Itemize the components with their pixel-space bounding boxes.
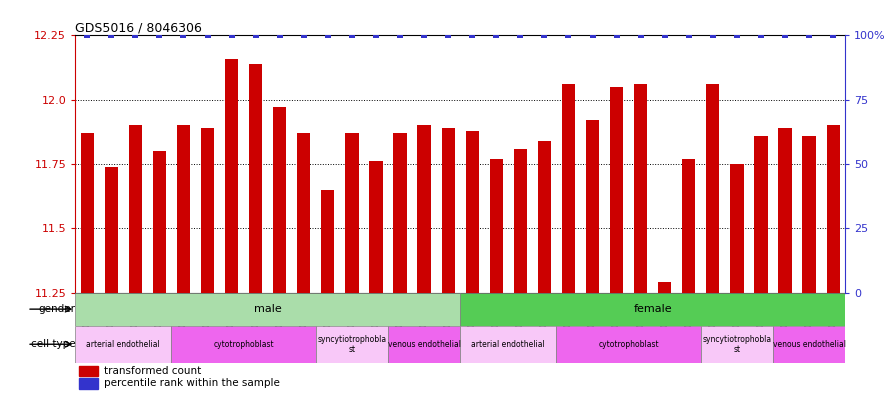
Point bbox=[610, 32, 624, 39]
Bar bbox=[128, 125, 142, 293]
Point bbox=[152, 32, 166, 39]
Point bbox=[705, 32, 720, 39]
Text: arterial endothelial: arterial endothelial bbox=[472, 340, 545, 349]
Bar bbox=[79, 366, 98, 376]
Point bbox=[658, 32, 672, 39]
Bar bbox=[104, 167, 118, 293]
Bar bbox=[225, 59, 238, 293]
Bar bbox=[610, 87, 623, 293]
Point bbox=[273, 32, 287, 39]
Bar bbox=[75, 325, 172, 363]
Bar bbox=[634, 84, 647, 293]
Point bbox=[345, 32, 359, 39]
Bar bbox=[754, 136, 767, 293]
Bar bbox=[658, 283, 672, 293]
Bar bbox=[442, 128, 455, 293]
Point bbox=[634, 32, 648, 39]
Point bbox=[802, 32, 816, 39]
Text: cytotrophoblast: cytotrophoblast bbox=[598, 340, 659, 349]
Point bbox=[225, 32, 239, 39]
Text: cell type: cell type bbox=[31, 339, 75, 349]
Text: cytotrophoblast: cytotrophoblast bbox=[213, 340, 274, 349]
Bar bbox=[827, 125, 840, 293]
Bar bbox=[586, 120, 599, 293]
Bar bbox=[513, 149, 527, 293]
Text: GDS5016 / 8046306: GDS5016 / 8046306 bbox=[75, 21, 202, 34]
Point bbox=[417, 32, 431, 39]
Bar bbox=[345, 133, 358, 293]
Point bbox=[441, 32, 455, 39]
Bar bbox=[682, 159, 696, 293]
Point bbox=[176, 32, 190, 39]
Bar bbox=[79, 378, 98, 389]
Text: syncytiotrophobla
st: syncytiotrophobla st bbox=[318, 334, 387, 354]
Point bbox=[249, 32, 263, 39]
Bar bbox=[177, 125, 190, 293]
Bar bbox=[153, 151, 166, 293]
Bar bbox=[316, 325, 388, 363]
Point bbox=[369, 32, 383, 39]
Point bbox=[826, 32, 840, 39]
Point bbox=[561, 32, 575, 39]
Bar bbox=[418, 125, 431, 293]
Bar bbox=[249, 64, 262, 293]
Point bbox=[128, 32, 142, 39]
Bar bbox=[81, 133, 94, 293]
Bar bbox=[388, 325, 460, 363]
Point bbox=[320, 32, 335, 39]
Bar bbox=[460, 325, 557, 363]
Point bbox=[537, 32, 551, 39]
Point bbox=[466, 32, 480, 39]
Bar bbox=[706, 84, 720, 293]
Text: percentile rank within the sample: percentile rank within the sample bbox=[104, 378, 281, 388]
Bar bbox=[557, 325, 701, 363]
Point bbox=[296, 32, 311, 39]
Text: syncytiotrophobla
st: syncytiotrophobla st bbox=[703, 334, 772, 354]
Bar bbox=[562, 84, 575, 293]
Text: venous endothelial: venous endothelial bbox=[388, 340, 460, 349]
Point bbox=[586, 32, 600, 39]
Bar bbox=[273, 107, 287, 293]
Bar bbox=[730, 164, 743, 293]
Bar bbox=[779, 128, 792, 293]
Bar bbox=[369, 162, 382, 293]
Text: transformed count: transformed count bbox=[104, 366, 202, 376]
Text: venous endothelial: venous endothelial bbox=[773, 340, 845, 349]
Point bbox=[489, 32, 504, 39]
Point bbox=[513, 32, 527, 39]
Bar bbox=[75, 293, 460, 325]
Bar bbox=[803, 136, 816, 293]
Point bbox=[81, 32, 95, 39]
Text: male: male bbox=[254, 304, 281, 314]
Bar bbox=[394, 133, 407, 293]
Bar bbox=[773, 325, 845, 363]
Bar bbox=[460, 293, 845, 325]
Bar bbox=[701, 325, 773, 363]
Point bbox=[393, 32, 407, 39]
Point bbox=[778, 32, 792, 39]
Bar bbox=[297, 133, 311, 293]
Bar bbox=[172, 325, 316, 363]
Point bbox=[201, 32, 215, 39]
Point bbox=[104, 32, 119, 39]
Point bbox=[681, 32, 696, 39]
Point bbox=[754, 32, 768, 39]
Bar bbox=[201, 128, 214, 293]
Bar bbox=[489, 159, 503, 293]
Bar bbox=[538, 141, 551, 293]
Point bbox=[730, 32, 744, 39]
Text: female: female bbox=[634, 304, 672, 314]
Text: arterial endothelial: arterial endothelial bbox=[87, 340, 160, 349]
Bar bbox=[321, 190, 335, 293]
Text: gender: gender bbox=[38, 304, 75, 314]
Bar bbox=[466, 130, 479, 293]
